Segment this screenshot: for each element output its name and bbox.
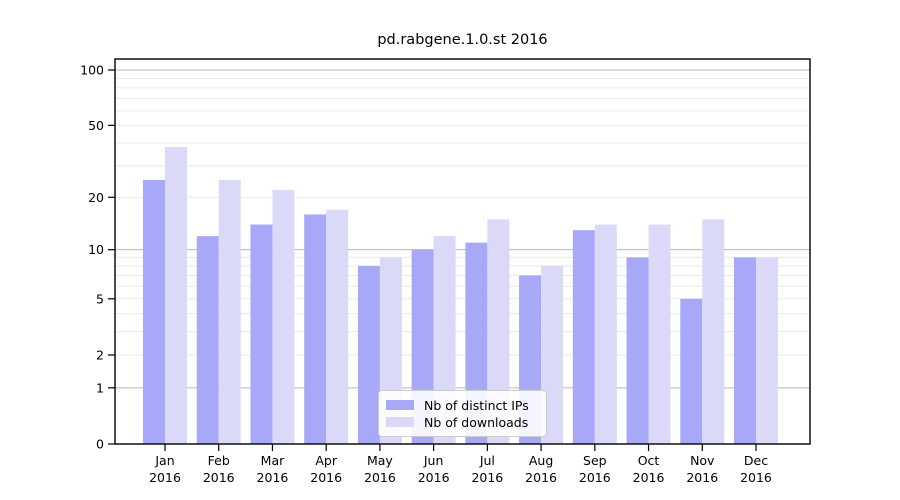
x-tick-label: Aug 2016 (525, 453, 557, 485)
y-tick-label: 2 (96, 347, 104, 362)
legend-item-downloads: Nb of downloads (386, 414, 537, 430)
bar-downloads-jan (165, 147, 187, 444)
x-tick-label: Dec 2016 (740, 453, 772, 485)
y-tick-label: 10 (88, 242, 104, 257)
bar-downloads-nov (702, 219, 725, 444)
bar-ips-dec (733, 257, 756, 444)
plot-border (114, 58, 811, 445)
bar-downloads-feb (218, 179, 241, 444)
bar-downloads-jul (487, 219, 510, 444)
x-tick-label: Feb 2016 (203, 453, 235, 485)
y-tick-label: 1 (96, 380, 104, 395)
bar-ips-oct (626, 257, 649, 444)
y-tick-label: 20 (88, 190, 104, 205)
legend: Nb of distinct IPs Nb of downloads (378, 390, 547, 437)
x-tick-label: Jan 2016 (149, 453, 181, 485)
y-tick-label: 50 (88, 118, 104, 133)
bar-downloads-mar (272, 189, 295, 444)
x-tick-label: Sep 2016 (579, 453, 611, 485)
x-tick-label: Nov 2016 (686, 453, 718, 485)
y-tick-label: 5 (96, 291, 104, 306)
bar-downloads-dec (755, 257, 778, 444)
bar-ips-mar (250, 224, 273, 444)
legend-swatch-downloads (386, 417, 414, 427)
x-tick-label: May 2016 (364, 453, 396, 485)
legend-label-distinct-ips: Nb of distinct IPs (424, 397, 529, 413)
y-tick-label: 0 (96, 437, 104, 452)
legend-swatch-distinct-ips (386, 400, 414, 410)
bar-downloads-sep (594, 224, 617, 444)
bar-downloads-apr (326, 209, 349, 444)
bar-ips-apr (304, 214, 327, 444)
legend-item-distinct-ips: Nb of distinct IPs (386, 397, 537, 413)
x-tick-label: Jun 2016 (418, 453, 450, 485)
bar-ips-nov (680, 298, 703, 444)
bar-ips-feb (196, 236, 219, 444)
y-tick-label: 100 (80, 62, 104, 77)
x-tick-label: Oct 2016 (633, 453, 665, 485)
chart-title: pd.rabgene.1.0.st 2016 (377, 32, 548, 48)
x-tick-label: Mar 2016 (257, 453, 289, 485)
bar-ips-jan (143, 179, 165, 444)
legend-label-downloads: Nb of downloads (424, 414, 529, 430)
x-tick-label: Jul 2016 (471, 453, 503, 485)
bar-ips-sep (572, 230, 595, 444)
bar-downloads-oct (648, 224, 671, 444)
bar-ips-may (357, 265, 380, 444)
x-tick-label: Apr 2016 (310, 453, 342, 485)
